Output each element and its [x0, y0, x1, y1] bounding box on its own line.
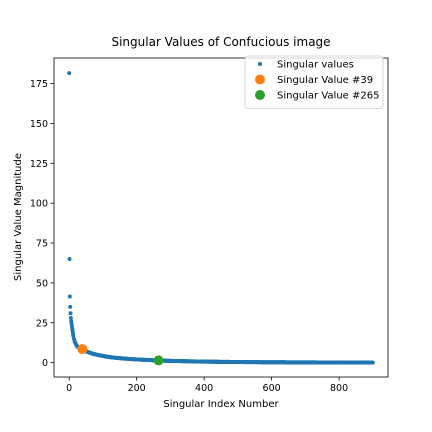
y-tick-label: 100: [30, 199, 48, 210]
y-tick-label: 75: [36, 239, 48, 250]
singular-value-point: [68, 304, 73, 309]
singular-value-point: [370, 360, 375, 365]
x-tick-label: 800: [330, 383, 348, 394]
y-tick-label: 150: [30, 119, 48, 130]
legend-label: Singular Value #39: [277, 75, 373, 86]
y-tick-label: 0: [42, 358, 48, 369]
legend-marker: [255, 90, 265, 100]
y-axis-label: Singular Value Magnitude: [13, 153, 24, 281]
legend-marker: [255, 74, 265, 85]
legend-box: [244, 55, 384, 109]
data-marks: [67, 71, 375, 366]
singular-value-point: [67, 294, 72, 299]
x-tick-label: 0: [66, 383, 72, 394]
legend-label: Singular values: [277, 60, 354, 71]
plot-frame: [53, 57, 389, 378]
chart-title: Singular Values of Confucious image: [111, 35, 330, 49]
highlight-point-1: [77, 344, 88, 355]
singular-value-point: [68, 311, 73, 316]
x-axis-label: Singular Index Number: [163, 399, 279, 410]
y-tick-label: 50: [36, 278, 48, 289]
singular-value-point: [67, 71, 72, 76]
x-tick-label: 600: [263, 383, 281, 394]
highlight-point-2: [153, 355, 164, 366]
singular-value-point: [67, 256, 72, 261]
axis-ticks: 0 200 400 600 800 0 25 50 75 100 125 150 175: [30, 79, 348, 394]
y-tick-label: 175: [30, 79, 48, 90]
x-tick-label: 200: [128, 383, 146, 394]
y-tick-label: 25: [36, 318, 48, 329]
singular-value-point: [68, 315, 73, 320]
legend-marker: [258, 62, 262, 66]
y-tick-label: 125: [30, 159, 48, 170]
legend-label: Singular Value #265: [277, 91, 379, 102]
singular-value-point: [71, 333, 76, 338]
legend: Singular values Singular Value #39 Singula…: [244, 55, 384, 109]
x-tick-label: 400: [195, 383, 213, 394]
